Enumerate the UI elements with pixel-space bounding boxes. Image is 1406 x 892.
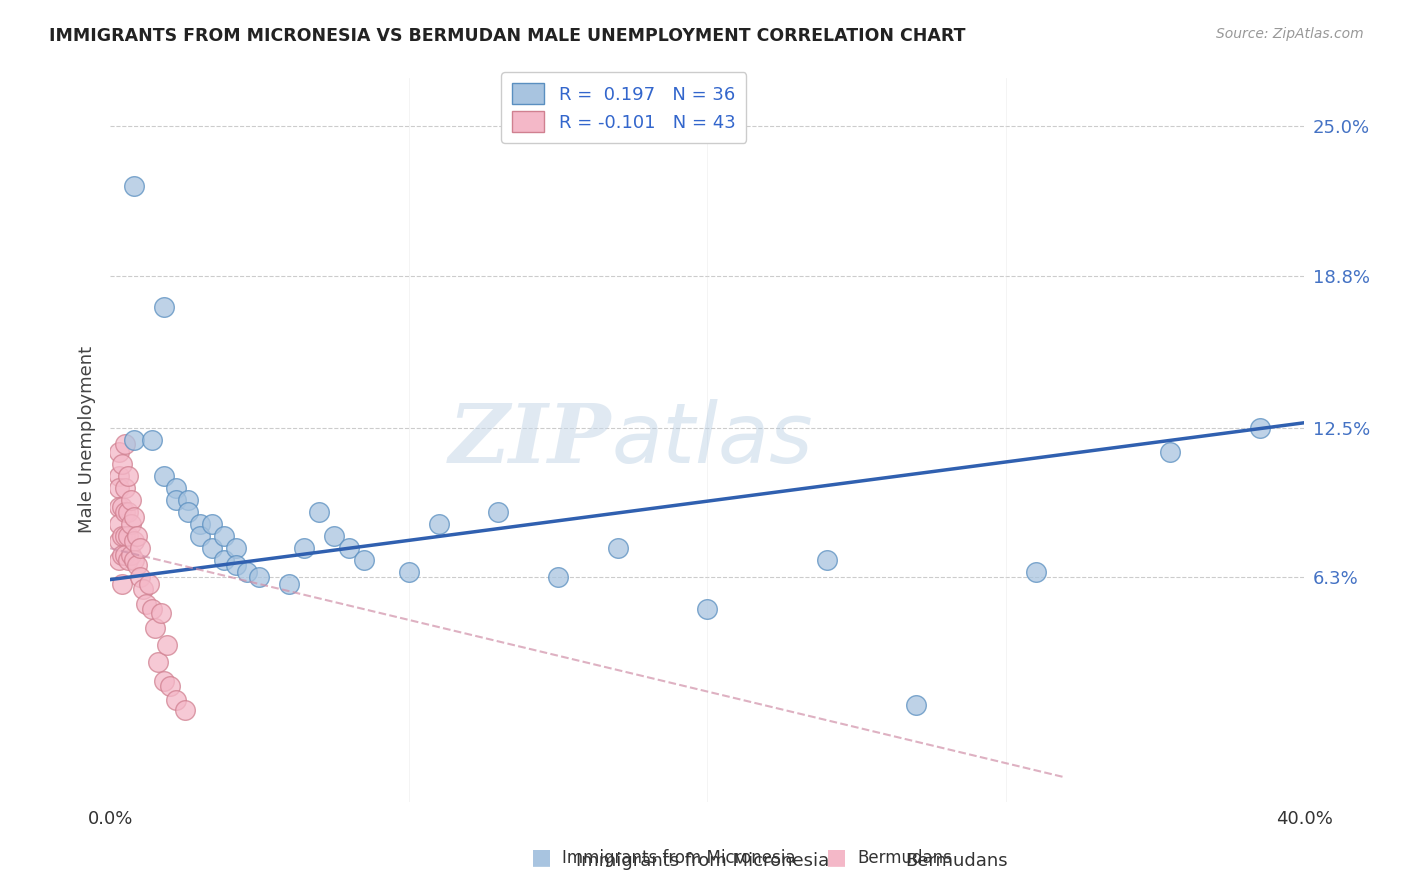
Point — [132, 582, 155, 597]
Point — [188, 517, 211, 532]
Point — [129, 570, 152, 584]
Point — [117, 468, 139, 483]
Point — [353, 553, 375, 567]
Point — [905, 698, 928, 712]
Point — [201, 517, 224, 532]
Point — [138, 577, 160, 591]
Point — [149, 607, 172, 621]
Point — [114, 529, 136, 543]
Point — [122, 533, 145, 548]
Point — [278, 577, 301, 591]
Y-axis label: Male Unemployment: Male Unemployment — [79, 346, 96, 533]
Point — [129, 541, 152, 556]
Point — [165, 481, 187, 495]
Point — [122, 509, 145, 524]
Point — [156, 638, 179, 652]
Point — [111, 500, 134, 515]
Point — [177, 493, 200, 508]
Point — [125, 529, 148, 543]
Point — [108, 553, 131, 567]
Point — [114, 437, 136, 451]
Point — [120, 493, 142, 508]
Point — [225, 558, 247, 573]
Point — [117, 529, 139, 543]
Point — [135, 597, 157, 611]
Point — [486, 505, 509, 519]
Point — [114, 505, 136, 519]
Text: Bermudans: Bermudans — [858, 849, 952, 867]
Point — [114, 481, 136, 495]
Text: Source: ZipAtlas.com: Source: ZipAtlas.com — [1216, 27, 1364, 41]
Text: ■: ■ — [531, 847, 551, 867]
Point — [236, 566, 259, 580]
Point — [165, 493, 187, 508]
Point — [141, 433, 163, 447]
Point — [108, 481, 131, 495]
Point — [108, 517, 131, 532]
Point — [212, 553, 235, 567]
Point — [323, 529, 346, 543]
Point — [111, 549, 134, 563]
Point — [141, 601, 163, 615]
Point — [117, 505, 139, 519]
Point — [122, 179, 145, 194]
Point — [201, 541, 224, 556]
Point — [108, 500, 131, 515]
Point — [249, 570, 271, 584]
Point — [308, 505, 330, 519]
Text: Immigrants from Micronesia: Immigrants from Micronesia — [576, 852, 830, 870]
Point — [111, 577, 134, 591]
Point — [153, 468, 176, 483]
Text: ZIP: ZIP — [449, 400, 612, 480]
Point — [1159, 444, 1181, 458]
Point — [108, 468, 131, 483]
Point — [122, 553, 145, 567]
Point — [165, 693, 187, 707]
Point — [146, 655, 169, 669]
Point — [696, 601, 718, 615]
Point — [815, 553, 838, 567]
Point — [120, 517, 142, 532]
Point — [1249, 420, 1271, 434]
Point — [212, 529, 235, 543]
Point — [117, 553, 139, 567]
Text: Immigrants from Micronesia: Immigrants from Micronesia — [562, 849, 796, 867]
Point — [606, 541, 628, 556]
Point — [153, 300, 176, 314]
Point — [159, 679, 181, 693]
Point — [122, 433, 145, 447]
Point — [111, 457, 134, 471]
Legend: R =  0.197   N = 36, R = -0.101   N = 43: R = 0.197 N = 36, R = -0.101 N = 43 — [501, 72, 747, 143]
Point — [153, 673, 176, 688]
Point — [177, 505, 200, 519]
Text: ■: ■ — [827, 847, 846, 867]
Point — [125, 558, 148, 573]
Point — [143, 621, 166, 635]
Text: IMMIGRANTS FROM MICRONESIA VS BERMUDAN MALE UNEMPLOYMENT CORRELATION CHART: IMMIGRANTS FROM MICRONESIA VS BERMUDAN M… — [49, 27, 966, 45]
Point — [114, 549, 136, 563]
Text: Bermudans: Bermudans — [905, 852, 1007, 870]
Point — [108, 533, 131, 548]
Point — [120, 549, 142, 563]
Point — [427, 517, 450, 532]
Point — [292, 541, 315, 556]
Point — [108, 444, 131, 458]
Point — [398, 566, 420, 580]
Point — [1025, 566, 1047, 580]
Point — [111, 529, 134, 543]
Point — [173, 703, 195, 717]
Point — [337, 541, 360, 556]
Point — [225, 541, 247, 556]
Point — [188, 529, 211, 543]
Point — [547, 570, 569, 584]
Text: atlas: atlas — [612, 399, 813, 480]
